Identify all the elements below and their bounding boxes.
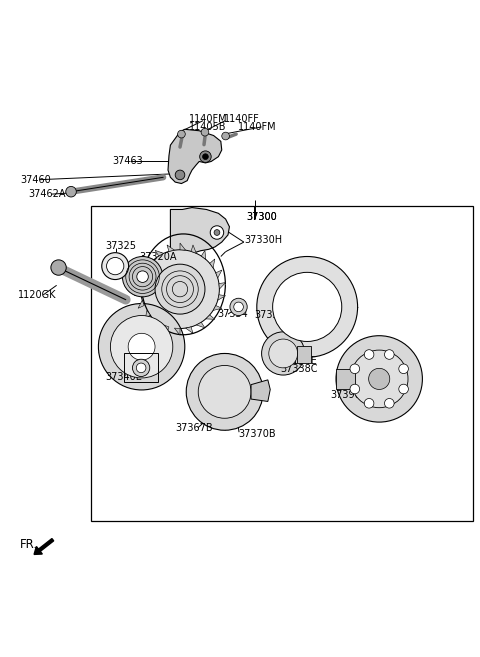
Text: 37325: 37325 [106,241,137,251]
Circle shape [222,132,229,140]
Circle shape [273,273,342,342]
Text: 37320A: 37320A [139,252,177,261]
Circle shape [186,353,263,430]
Circle shape [350,384,360,394]
Text: 1140FF: 1140FF [224,114,260,124]
Polygon shape [219,283,226,289]
Text: 37340E: 37340E [106,371,143,382]
Polygon shape [213,306,222,310]
Circle shape [230,298,247,315]
Circle shape [102,253,129,279]
Circle shape [66,187,76,197]
Polygon shape [251,380,270,401]
Circle shape [384,399,394,408]
Circle shape [107,258,124,275]
Circle shape [203,154,208,160]
Polygon shape [174,328,180,335]
Bar [124,353,158,382]
Bar [91,206,473,520]
Polygon shape [154,319,159,328]
Polygon shape [180,243,186,250]
Text: 37300: 37300 [247,212,277,222]
Text: FR.: FR. [20,538,38,551]
Bar [297,346,311,363]
Circle shape [364,350,374,359]
Circle shape [350,364,360,374]
Polygon shape [191,245,196,254]
Circle shape [136,363,146,373]
Circle shape [98,304,185,390]
Text: 1140FM: 1140FM [238,122,276,132]
Text: 37350: 37350 [288,310,319,320]
Text: 37334: 37334 [217,309,248,319]
Text: 37367B: 37367B [175,423,213,433]
Polygon shape [138,300,144,308]
Circle shape [201,128,209,136]
Text: 36184E: 36184E [281,356,318,366]
Circle shape [137,271,148,283]
Circle shape [336,336,422,422]
Polygon shape [210,259,215,268]
Circle shape [399,364,408,374]
Circle shape [141,250,219,328]
Polygon shape [196,322,205,328]
Circle shape [210,226,224,239]
Bar [336,369,355,388]
Circle shape [200,151,211,162]
Text: 11405B: 11405B [189,122,226,132]
Text: 37338C: 37338C [281,364,318,374]
Circle shape [262,332,305,375]
Polygon shape [164,325,169,333]
Circle shape [198,365,251,419]
Polygon shape [206,315,215,319]
Text: 37460: 37460 [20,175,51,185]
Polygon shape [201,250,206,260]
FancyArrow shape [34,539,54,555]
Text: 37342: 37342 [126,355,156,365]
Polygon shape [168,129,222,183]
Polygon shape [186,327,193,333]
Circle shape [364,399,374,408]
Polygon shape [218,295,226,300]
Text: 37462A: 37462A [29,189,66,199]
Circle shape [350,350,408,408]
Circle shape [369,369,390,390]
Circle shape [234,302,243,311]
Circle shape [110,315,173,378]
Circle shape [122,256,163,297]
Circle shape [214,229,220,235]
Polygon shape [134,278,142,284]
Polygon shape [134,289,141,296]
Polygon shape [145,310,150,319]
Polygon shape [170,208,229,263]
Circle shape [178,130,185,138]
Text: 1140FM: 1140FM [189,114,227,124]
Text: 37463: 37463 [112,156,143,166]
Circle shape [132,359,150,376]
Circle shape [269,339,298,368]
Circle shape [128,333,155,360]
Circle shape [257,256,358,357]
Polygon shape [138,268,147,273]
Text: 1120GK: 1120GK [18,290,57,300]
Text: 37370B: 37370B [238,429,276,439]
Circle shape [51,260,66,275]
Circle shape [384,350,394,359]
Circle shape [175,170,185,180]
Text: 37390B: 37390B [330,390,368,399]
Polygon shape [155,250,164,256]
Text: 37300: 37300 [247,212,277,222]
Polygon shape [167,245,174,252]
Circle shape [155,264,205,314]
Circle shape [399,384,408,394]
Polygon shape [145,259,154,263]
Text: 37334: 37334 [254,310,285,320]
Text: 37330H: 37330H [244,235,282,245]
Polygon shape [216,270,222,278]
